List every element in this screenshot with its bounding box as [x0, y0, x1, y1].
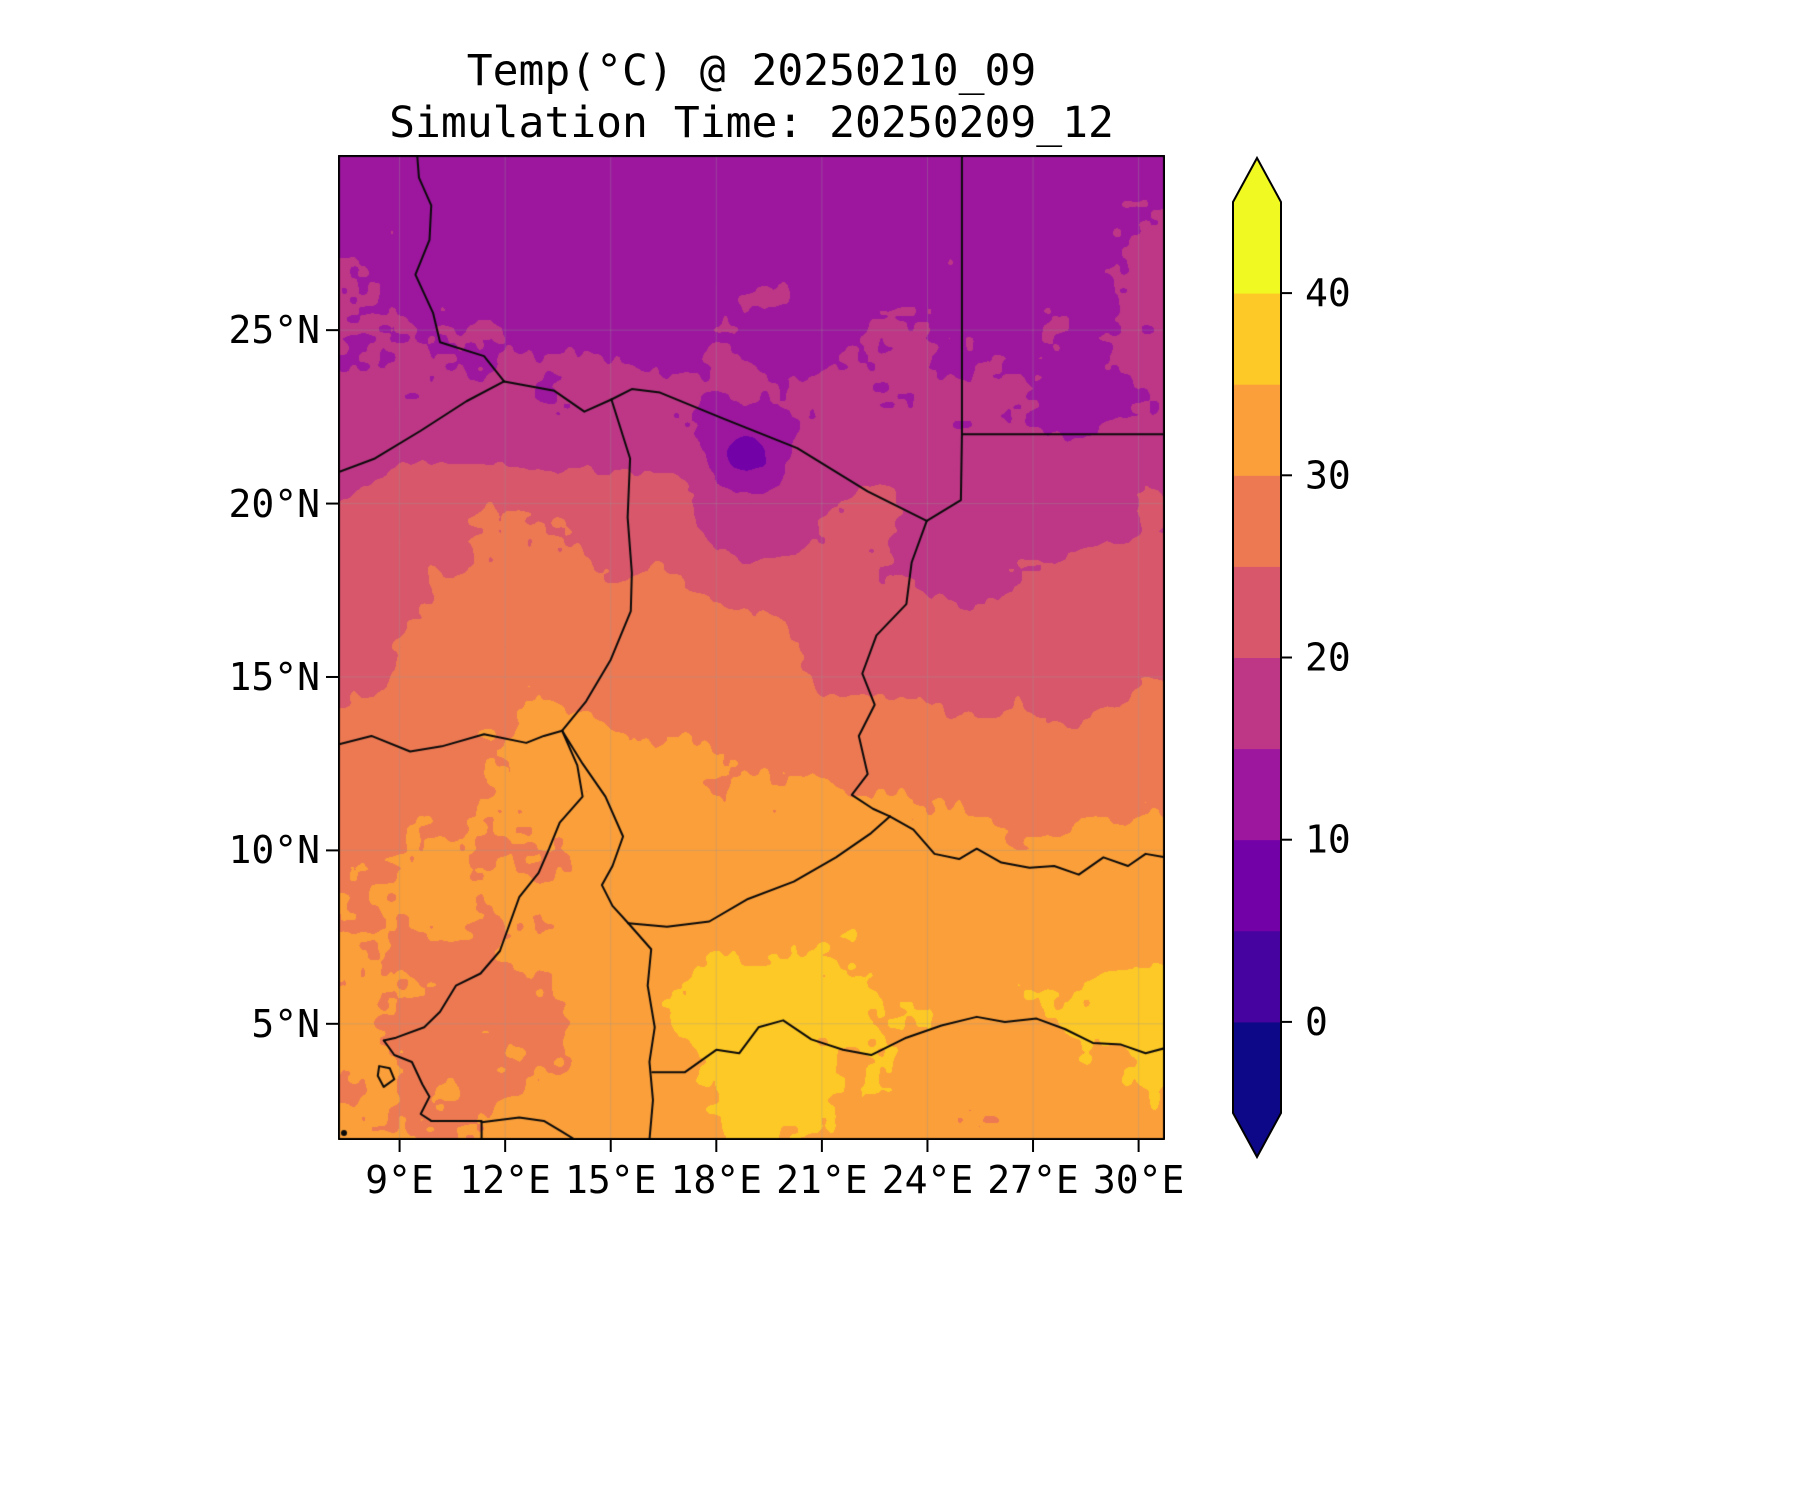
- colorbar-under-arrow: [1233, 1113, 1281, 1157]
- x-tick-label: 30°E: [1092, 1158, 1185, 1202]
- plot-title: Temp(°C) @ 20250210_09: [466, 46, 1037, 96]
- y-tick-label: 25°N: [228, 308, 320, 353]
- colorbar-band: [1233, 839, 1281, 932]
- x-tick-label: 21°E: [776, 1158, 868, 1202]
- colorbar-band: [1233, 748, 1281, 841]
- y-tick-label: 20°N: [228, 481, 320, 526]
- colorbar-band: [1233, 657, 1281, 750]
- x-tick-label: 9°E: [365, 1158, 434, 1202]
- colorbar-band: [1233, 1021, 1281, 1114]
- colorbar-band: [1233, 293, 1281, 385]
- colorbar-band: [1233, 475, 1281, 567]
- y-tick-label: 10°N: [228, 828, 320, 873]
- colorbar-outline: [1232, 155, 1282, 1160]
- colorbar-band: [1233, 930, 1281, 1023]
- colorbar-tick-label: 40: [1305, 271, 1351, 315]
- colorbar-band: [1233, 566, 1281, 658]
- x-tick-label: 15°E: [564, 1158, 657, 1202]
- x-tick-label: 27°E: [987, 1158, 1079, 1202]
- y-tick-label: 5°N: [251, 1001, 320, 1046]
- colorbar-tick-label: 20: [1305, 636, 1351, 680]
- colorbar-band: [1233, 384, 1281, 476]
- x-tick-label: 24°E: [881, 1158, 974, 1202]
- colorbar-band: [1233, 202, 1281, 294]
- colorbar-tick-label: 10: [1305, 818, 1351, 862]
- x-tick-label: 12°E: [459, 1158, 551, 1202]
- colorbar-tick-label: 0: [1305, 1000, 1328, 1044]
- colorbar-over-arrow: [1233, 158, 1281, 202]
- plot-subtitle: Simulation Time: 20250209_12: [389, 98, 1114, 148]
- colorbar-tick-label: 30: [1305, 453, 1351, 497]
- x-tick-label: 18°E: [670, 1158, 763, 1202]
- temperature-map-canvas: [338, 155, 1165, 1140]
- y-tick-label: 15°N: [228, 654, 320, 699]
